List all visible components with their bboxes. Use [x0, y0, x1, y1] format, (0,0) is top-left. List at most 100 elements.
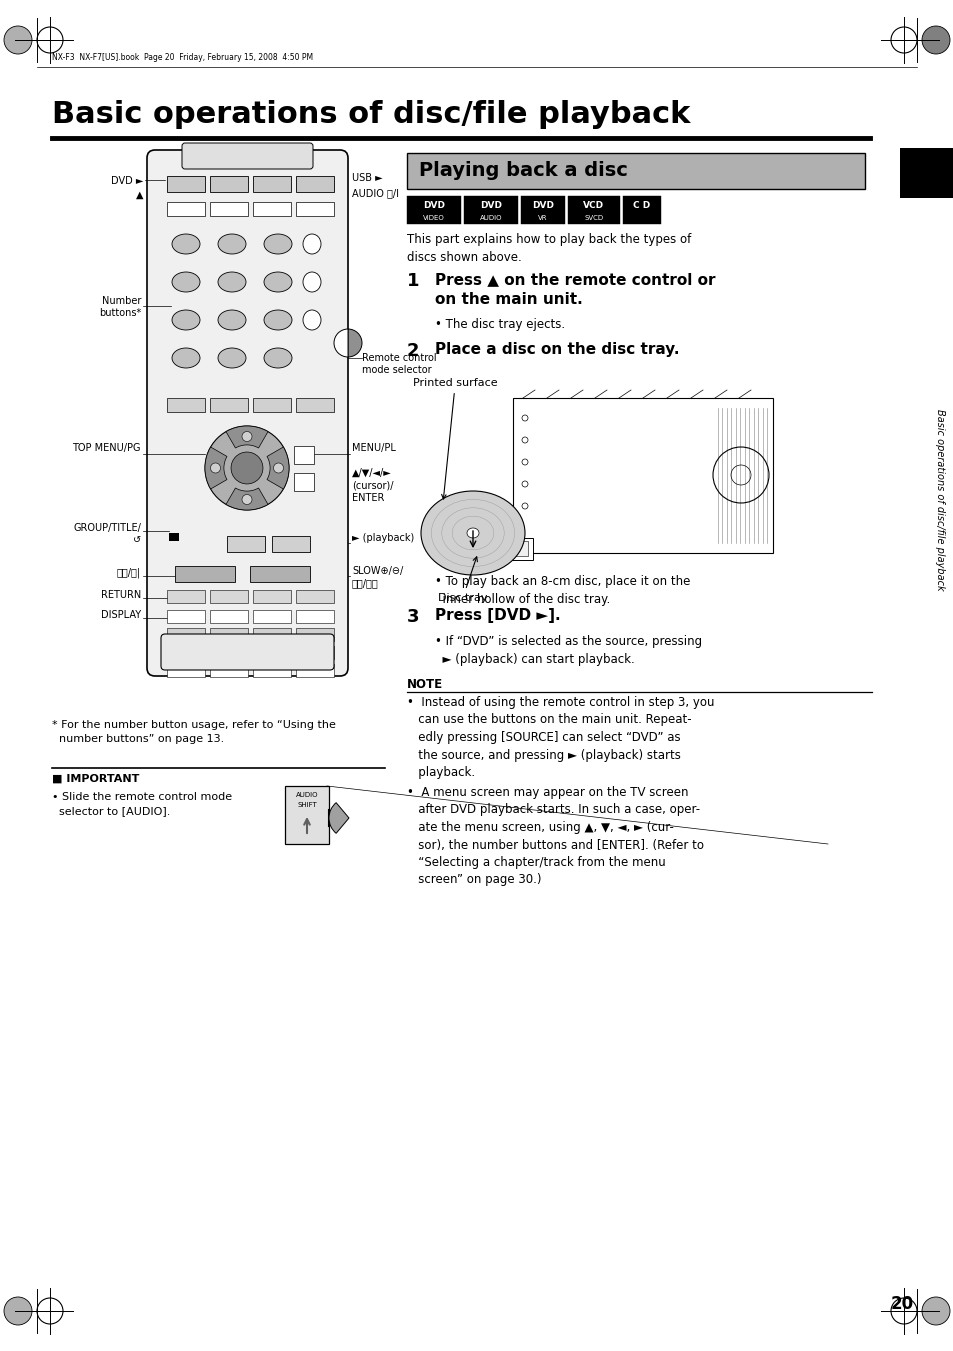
Circle shape: [521, 436, 527, 443]
Text: VIDEO: VIDEO: [423, 215, 444, 222]
Text: ⏮⏯/⏭|: ⏮⏯/⏭|: [117, 567, 141, 578]
Text: NX-F3  NX-F7[US].book  Page 20  Friday, February 15, 2008  4:50 PM: NX-F3 NX-F7[US].book Page 20 Friday, Feb…: [52, 53, 313, 62]
Bar: [253, 663, 291, 677]
Bar: [285, 786, 329, 844]
Bar: [294, 446, 314, 463]
Wedge shape: [348, 330, 361, 357]
Bar: [210, 663, 248, 677]
Text: AUDIO: AUDIO: [479, 215, 501, 222]
FancyBboxPatch shape: [182, 143, 313, 169]
Bar: [210, 646, 248, 659]
Bar: [167, 628, 205, 640]
Text: Basic operations of disc/file playback: Basic operations of disc/file playback: [934, 409, 944, 590]
Text: Number
buttons*: Number buttons*: [99, 296, 141, 319]
Text: Printed surface: Printed surface: [413, 378, 497, 499]
Wedge shape: [205, 447, 227, 489]
Bar: [272, 536, 310, 553]
Bar: [210, 399, 248, 412]
Circle shape: [242, 494, 252, 504]
Circle shape: [4, 1297, 32, 1325]
Text: ■ IMPORTANT: ■ IMPORTANT: [52, 774, 139, 784]
Bar: [167, 176, 205, 192]
Ellipse shape: [264, 272, 292, 292]
Bar: [167, 611, 205, 623]
Ellipse shape: [264, 349, 292, 367]
Bar: [294, 473, 314, 490]
Text: Basic operations of disc/file playback: Basic operations of disc/file playback: [52, 100, 690, 128]
Wedge shape: [267, 447, 289, 489]
Bar: [295, 399, 334, 412]
Bar: [250, 566, 310, 582]
Bar: [167, 590, 205, 603]
Text: 3: 3: [407, 608, 419, 626]
Text: DVD: DVD: [479, 201, 501, 211]
Text: SHIFT: SHIFT: [296, 802, 316, 808]
Text: • The disc tray ejects.: • The disc tray ejects.: [435, 317, 564, 331]
Ellipse shape: [264, 234, 292, 254]
Text: DVD ►: DVD ►: [111, 176, 143, 186]
Bar: [295, 663, 334, 677]
Wedge shape: [334, 330, 348, 357]
Text: GROUP/TITLE/
↺: GROUP/TITLE/ ↺: [73, 523, 141, 546]
Bar: [253, 628, 291, 640]
Circle shape: [4, 26, 32, 54]
Ellipse shape: [172, 234, 200, 254]
Bar: [899, 149, 953, 199]
FancyBboxPatch shape: [161, 634, 334, 670]
Text: USB ►: USB ►: [352, 173, 382, 182]
Text: AUDIO: AUDIO: [295, 792, 318, 798]
Ellipse shape: [467, 528, 478, 538]
Circle shape: [231, 453, 263, 484]
Circle shape: [921, 26, 949, 54]
Bar: [622, 196, 660, 224]
Ellipse shape: [218, 349, 246, 367]
Text: ▲/▼/◄/►
(cursor)/
ENTER: ▲/▼/◄/► (cursor)/ ENTER: [352, 467, 393, 503]
Circle shape: [205, 426, 289, 509]
Text: TOP MENU/PG: TOP MENU/PG: [72, 443, 141, 453]
Text: 1: 1: [407, 272, 419, 290]
Bar: [253, 611, 291, 623]
Bar: [227, 536, 265, 553]
Text: This part explains how to play back the types of
discs shown above.: This part explains how to play back the …: [407, 232, 691, 263]
Bar: [295, 203, 334, 216]
Bar: [437, 538, 533, 561]
Bar: [407, 196, 460, 224]
Text: ► (playback): ► (playback): [352, 534, 414, 543]
Text: ▲: ▲: [135, 190, 143, 200]
Text: •  A menu screen may appear on the TV screen
   after DVD playback starts. In su: • A menu screen may appear on the TV scr…: [407, 786, 703, 886]
Text: * For the number button usage, refer to “Using the
  number buttons” on page 13.: * For the number button usage, refer to …: [52, 720, 335, 744]
Bar: [174, 566, 234, 582]
Text: AUDIO ⏻/I: AUDIO ⏻/I: [352, 188, 398, 199]
Text: Remote control
mode selector: Remote control mode selector: [361, 353, 436, 376]
Bar: [463, 196, 517, 224]
Bar: [210, 628, 248, 640]
Bar: [210, 590, 248, 603]
Ellipse shape: [264, 309, 292, 330]
Ellipse shape: [218, 272, 246, 292]
Text: VCD: VCD: [583, 201, 604, 211]
Text: • If “DVD” is selected as the source, pressing
  ► (playback) can start playback: • If “DVD” is selected as the source, pr…: [435, 635, 701, 666]
Text: Place a disc on the disc tray.: Place a disc on the disc tray.: [435, 342, 679, 357]
Text: Playing back a disc: Playing back a disc: [418, 162, 627, 181]
Ellipse shape: [303, 234, 320, 254]
Bar: [253, 203, 291, 216]
Circle shape: [712, 447, 768, 503]
Text: VR: VR: [537, 215, 547, 222]
Text: C D: C D: [633, 201, 650, 211]
Text: • Slide the remote control mode
  selector to [AUDIO].: • Slide the remote control mode selector…: [52, 792, 232, 816]
Ellipse shape: [303, 309, 320, 330]
Bar: [253, 399, 291, 412]
Bar: [167, 646, 205, 659]
Bar: [167, 663, 205, 677]
Circle shape: [521, 503, 527, 509]
Text: 2: 2: [407, 342, 419, 359]
Bar: [167, 203, 205, 216]
Bar: [295, 176, 334, 192]
Circle shape: [730, 465, 750, 485]
Bar: [210, 611, 248, 623]
Text: • To play back an 8-cm disc, place it on the
  inner hollow of the disc tray.: • To play back an 8-cm disc, place it on…: [435, 576, 690, 607]
Circle shape: [274, 463, 283, 473]
Bar: [253, 176, 291, 192]
Bar: [295, 628, 334, 640]
Bar: [295, 590, 334, 603]
